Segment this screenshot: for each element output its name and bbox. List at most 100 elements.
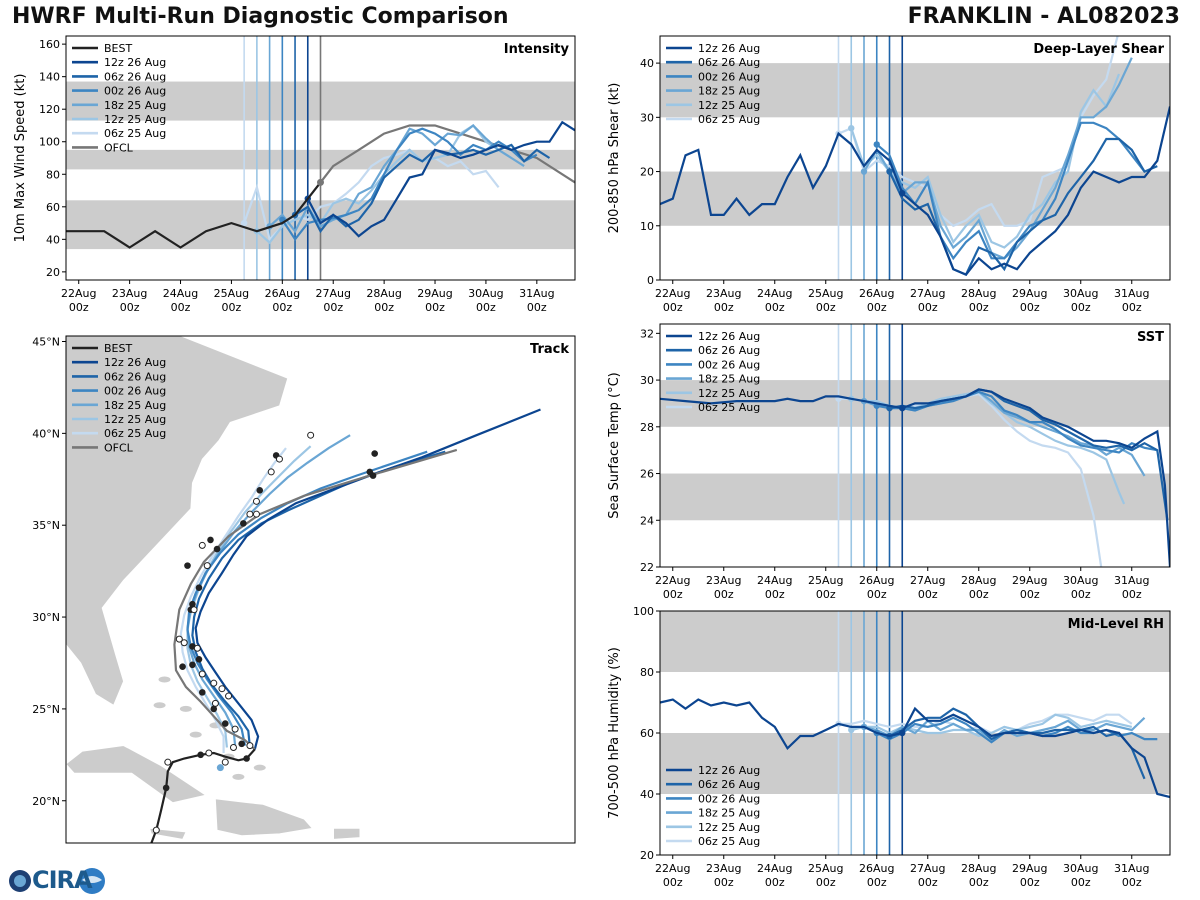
track-marker-open <box>210 679 218 687</box>
track-marker-open <box>193 644 201 652</box>
x-tick-label: 26Aug <box>859 287 894 300</box>
y-tick-label: 32 <box>640 327 654 340</box>
track-marker-filled <box>162 784 170 792</box>
legend-label: 12z 25 Aug <box>698 99 760 112</box>
x-tick-label: 00z <box>816 876 836 889</box>
x-tick-label: 00z <box>867 588 887 601</box>
x-tick-label: 00z <box>714 301 734 314</box>
best-end-marker <box>317 178 324 186</box>
track-marker-open <box>246 510 254 518</box>
x-tick-label: 00z <box>272 301 292 314</box>
track-marker-filled <box>240 520 247 527</box>
track-marker-filled <box>369 472 377 479</box>
x-tick-label: 00z <box>765 876 785 889</box>
cira-logo-icon <box>9 868 105 894</box>
panel-title: Track <box>530 342 569 357</box>
x-tick-label: 27Aug <box>910 287 945 300</box>
main-title: HWRF Multi-Run Diagnostic Comparison <box>12 4 509 29</box>
x-tick-label: 22Aug <box>61 287 96 300</box>
ofcl-track <box>173 448 458 751</box>
x-tick-label: 00z <box>374 301 394 314</box>
y-tick-label: 22 <box>640 561 654 574</box>
x-tick-label: 00z <box>1020 588 1040 601</box>
track-marker-filled <box>195 584 203 591</box>
x-tick-label: 00z <box>1122 588 1142 601</box>
forecast-start-marker <box>848 124 855 132</box>
x-tick-label: 23Aug <box>706 862 741 875</box>
x-tick-label: 00z <box>171 301 191 314</box>
x-tick-label: 31Aug <box>1114 287 1149 300</box>
y-tick-label: 60 <box>46 201 60 214</box>
track-marker-open <box>252 497 260 505</box>
legend-label: 06z 26 Aug <box>698 344 760 357</box>
legend-label: 12z 26 Aug <box>698 330 760 343</box>
land-mass <box>333 827 361 840</box>
track-marker-open <box>218 685 226 693</box>
x-tick-label: 28Aug <box>961 287 996 300</box>
x-tick-label: 26Aug <box>265 287 300 300</box>
x-tick-label: 00z <box>120 301 140 314</box>
sst-frame <box>659 323 1171 568</box>
forecast-line <box>888 137 1158 277</box>
track-marker-filled <box>210 705 218 713</box>
track-marker-filled <box>189 600 196 608</box>
y-tick-label: 40°N <box>32 427 60 440</box>
y-tick-label: 100 <box>39 136 60 149</box>
track-marker-filled <box>371 450 378 457</box>
forecast-line <box>901 106 1170 276</box>
track-marker-open <box>275 455 283 463</box>
x-tick-label: 00z <box>425 301 445 314</box>
intensity-chart: 2040608010012014016022Aug00z23Aug00z24Au… <box>13 35 576 314</box>
x-tick-label: 30Aug <box>1063 862 1098 875</box>
track-marker-open <box>198 541 206 549</box>
island <box>179 705 192 712</box>
track-marker-open <box>190 606 198 614</box>
forecast-line <box>901 388 1170 567</box>
x-tick-label: 25Aug <box>808 574 843 587</box>
forecast-line <box>876 121 1146 261</box>
y-tick-label: 30°N <box>32 611 60 624</box>
y-tick-label: 45°N <box>32 336 60 349</box>
best-track <box>150 748 256 843</box>
panel-title: SST <box>1137 330 1164 345</box>
x-tick-label: 25Aug <box>808 287 843 300</box>
legend-label: 18z 25 Aug <box>104 99 166 112</box>
shear-plot-area <box>660 36 1170 280</box>
ofcl-line <box>319 124 575 184</box>
forecast-start-marker <box>860 168 868 175</box>
forecast-line <box>863 717 1146 741</box>
forecast-line <box>306 120 575 238</box>
intensity-plot-area <box>66 36 575 280</box>
track-marker-latest <box>216 764 224 772</box>
y-axis-label: 10m Max Wind Speed (kt) <box>13 74 28 243</box>
x-tick-label: 23Aug <box>706 574 741 587</box>
x-tick-label: 00z <box>527 301 547 314</box>
forecast-start-marker <box>240 219 248 227</box>
x-tick-label: 00z <box>1020 301 1040 314</box>
forecast-line <box>838 713 1133 735</box>
x-tick-label: 00z <box>1071 301 1091 314</box>
y-tick-label: 40 <box>640 788 654 801</box>
x-tick-label: 26Aug <box>859 862 894 875</box>
x-tick-label: 00z <box>765 588 785 601</box>
x-tick-label: 22Aug <box>655 862 690 875</box>
legend-label: 06z 25 Aug <box>104 127 166 140</box>
y-tick-label: 40 <box>46 233 60 246</box>
y-tick-label: 120 <box>39 103 60 116</box>
legend-label: 00z 26 Aug <box>104 85 166 98</box>
legend-label: 12z 26 Aug <box>104 56 166 69</box>
x-tick-label: 00z <box>918 588 938 601</box>
x-tick-label: 23Aug <box>112 287 147 300</box>
y-tick-label: 100 <box>633 605 654 618</box>
island <box>232 773 245 780</box>
threshold-band <box>660 733 1170 794</box>
track-marker-filled <box>207 536 214 544</box>
track-marker-filled <box>256 487 264 494</box>
y-tick-label: 25°N <box>32 703 60 716</box>
y-tick-label: 80 <box>640 666 654 679</box>
track-marker-open <box>225 692 233 700</box>
track-marker-open <box>175 635 183 643</box>
